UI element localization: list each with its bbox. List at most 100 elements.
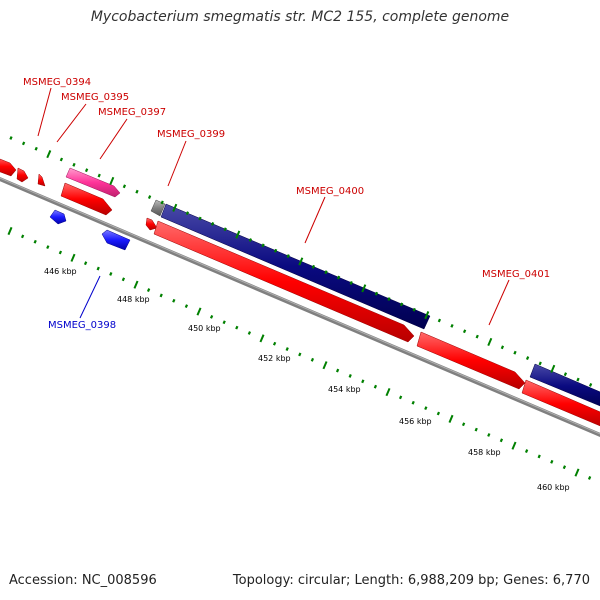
inner-tick [385,387,391,397]
gene-MSMEG_0399[interactable] [160,203,431,330]
outer-tick [235,230,241,239]
inner-tick [133,280,139,289]
gene-MSMEG_0394[interactable] [16,167,29,183]
gene-MSMEG_0396-small[interactable] [37,173,46,187]
outer-tick [185,211,190,216]
label-MSMEG_0399[interactable]: MSMEG_0399 [157,129,225,140]
inner-tick [58,250,63,255]
outer-tick [475,334,479,339]
inner-tick [298,352,302,357]
outer-tick [513,350,517,355]
label-MSMEG_0398[interactable]: MSMEG_0398 [48,320,116,331]
inner-tick [461,422,466,427]
inner-tick [159,293,163,298]
inner-tick [322,361,328,370]
inner-tick [310,357,315,362]
label-MSMEG_0394[interactable]: MSMEG_0394 [23,77,91,88]
inner-tick [83,261,88,266]
outer-tick [349,281,353,285]
inner-tick [574,468,580,477]
scale-label-454: 454 kbp [328,385,361,394]
outer-tick [172,203,178,212]
gene-MSMEG_0396[interactable] [49,209,67,225]
outer-tick [298,257,304,266]
scale-label-452: 452 kbp [258,354,291,363]
gene-MSMEG_0401[interactable] [416,331,526,390]
scale-ticks-inner [7,226,592,480]
outer-tick [525,356,530,360]
inner-tick [46,245,50,250]
inner-tick [7,226,13,236]
outer-tick [198,216,202,221]
outer-tick [261,243,265,248]
outer-tick [324,270,328,275]
inner-tick [272,341,277,346]
outer-tick [500,345,505,350]
label-MSMEG_0395[interactable]: MSMEG_0395 [61,92,129,103]
outer-tick [21,141,26,146]
inner-tick [259,334,265,343]
genome-backbone [0,176,600,438]
gene-track-reverse [49,209,131,251]
accession-text: Accession: NC_008596 [9,573,157,588]
leader-MSMEG_0397 [99,118,128,160]
outer-tick [563,372,568,377]
gene-MSMEG_0398[interactable] [101,229,131,251]
inner-tick [537,454,541,459]
inner-tick [172,298,176,303]
label-MSMEG_0401[interactable]: MSMEG_0401 [482,269,550,280]
inner-tick [562,465,567,470]
outer-tick [223,227,227,232]
gene-track-upper [65,167,600,408]
gene-MSMEG_0397[interactable] [60,182,113,216]
inner-tick [398,395,403,400]
outer-tick [374,291,379,296]
inner-tick [511,441,517,450]
outer-tick [122,184,127,189]
outer-tick [248,238,253,242]
inner-tick [146,288,151,292]
gene-track-forward [0,157,600,428]
gene-labels: MSMEG_0394 MSMEG_0395 MSMEG_0397 MSMEG_0… [23,77,550,331]
scale-label-446: 446 kbp [44,267,77,276]
inner-tick [436,411,441,416]
gene-MSMEG_0402[interactable] [521,379,600,428]
gene-MSMEG_0397b[interactable] [145,217,158,231]
inner-tick [487,433,491,437]
leader-MSMEG_0401 [488,279,510,326]
outer-tick [311,264,316,269]
scale-labels: 446 kbp 448 kbp 450 kbp 452 kbp 454 kbp … [44,267,570,492]
leader-MSMEG_0395 [56,103,87,143]
gene-MSMEG_0395[interactable] [65,167,121,198]
outer-tick [424,311,430,320]
outer-tick [160,200,164,205]
inner-tick [285,347,289,351]
outer-tick [135,189,139,194]
outer-tick [273,248,278,253]
gene-MSMEG_0400[interactable] [153,220,415,343]
label-MSMEG_0400[interactable]: MSMEG_0400 [296,186,364,197]
outer-tick [147,195,152,199]
outer-tick [59,157,64,162]
scale-label-456: 456 kbp [399,417,432,426]
outer-tick [487,337,493,347]
outer-tick [46,150,52,159]
outer-tick [399,302,404,307]
inner-tick [222,320,226,325]
inner-tick [587,476,592,480]
outer-tick [450,323,454,328]
leader-MSMEG_0400 [304,196,326,244]
scale-ticks-outer [9,136,593,387]
inner-tick [424,406,428,411]
outer-tick [387,297,391,301]
label-leaders [37,87,510,326]
leader-MSMEG_0398 [79,275,101,319]
gene-MSMEG_0401-upper[interactable] [529,363,600,408]
label-MSMEG_0397[interactable]: MSMEG_0397 [98,107,166,118]
inner-tick [235,325,239,330]
gene-MSMEG_0393[interactable] [0,157,17,177]
outer-tick [588,383,593,387]
outer-tick [97,173,101,178]
inner-tick [361,379,365,384]
